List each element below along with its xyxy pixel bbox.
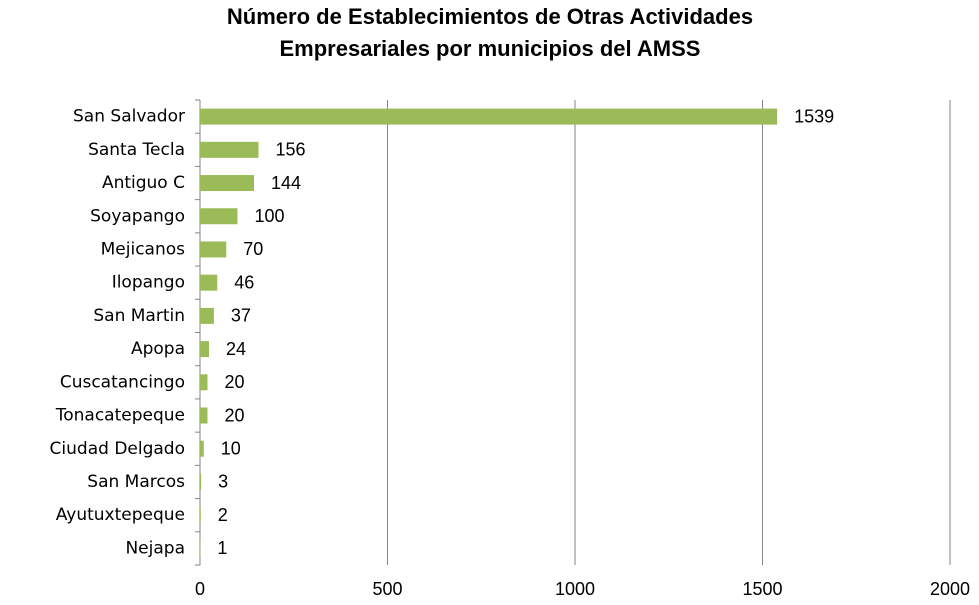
- y-tick-label: Apopa: [131, 339, 185, 359]
- value-label: 100: [255, 206, 285, 226]
- y-tick-label: Ilopango: [112, 273, 185, 293]
- value-label: 144: [271, 173, 301, 193]
- bar: [200, 241, 227, 258]
- value-label: 1539: [794, 106, 834, 126]
- y-tick-label: Tonacatepeque: [55, 406, 185, 426]
- y-tick-label: Antiguo C: [102, 173, 185, 193]
- y-tick-label: Soyapango: [90, 206, 185, 226]
- bar: [200, 208, 238, 225]
- y-tick-label: Nejapa: [125, 538, 185, 558]
- bar: [200, 374, 208, 391]
- value-label: 70: [243, 239, 263, 259]
- bar: [200, 341, 209, 358]
- bar: [200, 175, 254, 192]
- x-tick-label: 1000: [555, 579, 595, 599]
- value-label: 20: [225, 372, 245, 392]
- y-tick-label: Cuscatancingo: [60, 372, 185, 392]
- value-label: 37: [231, 306, 251, 326]
- bar: [200, 141, 259, 158]
- y-tick-label: San Salvador: [73, 107, 185, 127]
- value-label: 1: [217, 538, 227, 558]
- bar: [200, 507, 201, 524]
- x-tick-label: 2000: [930, 579, 970, 599]
- y-tick-label: Mejicanos: [101, 239, 186, 259]
- y-tick-label: Ayutuxtepeque: [56, 505, 185, 525]
- y-tick-label: San Marcos: [87, 472, 185, 492]
- bar: [200, 407, 208, 424]
- value-label: 46: [234, 272, 254, 292]
- bar: [200, 473, 202, 490]
- bar: [200, 108, 778, 125]
- y-tick-label: San Martin: [93, 306, 185, 326]
- y-tick-label: Ciudad Delgado: [50, 439, 185, 459]
- chart-title: Número de Establecimientos de Otras Acti…: [227, 4, 753, 29]
- x-tick-label: 500: [372, 579, 402, 599]
- x-tick-label: 0: [195, 579, 205, 599]
- value-label: 3: [218, 472, 228, 492]
- bar: [200, 307, 214, 324]
- bar: [200, 274, 218, 291]
- x-tick-label: 1500: [742, 579, 782, 599]
- value-label: 24: [226, 339, 246, 359]
- value-label: 2: [218, 505, 228, 525]
- y-tick-label: Santa Tecla: [88, 140, 185, 160]
- value-label: 10: [221, 439, 241, 459]
- value-label: 156: [276, 140, 306, 160]
- value-label: 20: [225, 405, 245, 425]
- bar: [200, 440, 204, 457]
- chart-title: Empresariales por municipios del AMSS: [280, 36, 701, 61]
